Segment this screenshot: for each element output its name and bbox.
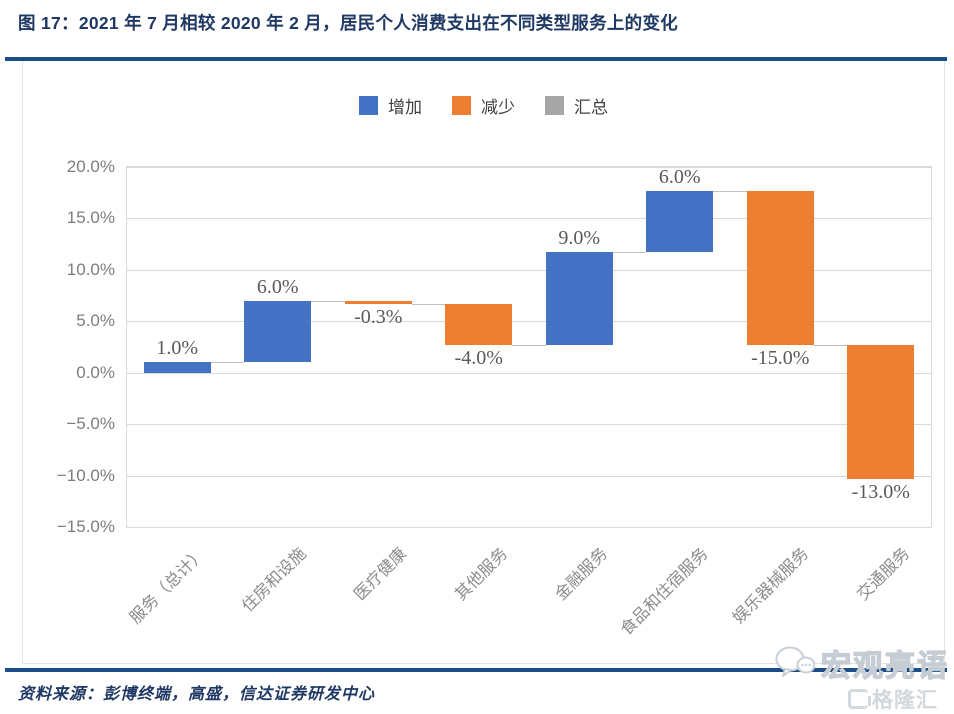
bottom-divider [5,668,947,672]
bar-value-label: 6.0% [256,275,299,298]
connector-line [813,344,848,346]
y-axis-tick-label: 20.0% [66,157,115,176]
bar-value-label: -0.3% [354,305,403,328]
waterfall-bar-金融服务 [545,252,613,345]
bar-value-label: 1.0% [156,337,199,360]
gelonghui-logo-icon [848,689,871,709]
connector-line [713,190,747,192]
source-note: 资料来源：彭博终端，高盛，信达证券研发中心 [18,686,376,703]
x-category-label: 交通服务 [853,544,914,604]
top-divider [5,57,947,61]
gridline [127,424,931,426]
y-axis-tick-label: 15.0% [66,208,115,228]
bar-value-label: -4.0% [454,346,503,369]
gridline [127,269,931,271]
legend-label: 汇总 [574,98,608,117]
waterfall-bar-其他服务 [445,303,513,345]
watermark-text-2: 格隆汇 [872,689,938,712]
y-axis-tick-label: 0.0% [76,362,115,382]
connector-line [311,300,345,302]
waterfall-bar-医疗健康 [344,300,412,304]
waterfall-bar-食品和住宿服务 [646,190,714,253]
bar-value-label: -13.0% [851,480,910,503]
waterfall-bar-娱乐器械服务 [746,190,814,345]
legend-label: 增加 [388,98,422,117]
watermark-brand: 宏观亮语 [775,641,949,685]
watermark-text-1: 宏观亮语 [820,649,949,683]
gridline [127,167,931,168]
y-axis-tick-label: −15.0% [56,517,115,536]
watermark-logo: 格隆汇 [848,684,938,714]
wechat-icon [775,646,815,677]
bar-value-label: 9.0% [558,227,601,250]
waterfall-bar-服务（总计） [143,362,211,373]
x-category-label: 娱乐器械服务 [729,544,813,628]
legend-item-0: 增加 [359,93,422,118]
legend-swatch-icon [452,96,471,115]
bar-value-label: -15.0% [751,346,810,369]
x-category-label: 住房和设施 [238,544,311,616]
x-category-label: 金融服务 [552,544,612,604]
gridline [127,321,931,323]
gridline [127,218,931,220]
bar-value-label: 6.0% [658,165,701,188]
y-axis-tick-label: −5.0% [66,414,115,434]
x-category-label: 服务（总计） [126,544,210,628]
y-axis-tick-label: 5.0% [76,311,115,331]
legend-item-1: 减少 [452,93,515,118]
waterfall-bar-交通服务 [847,344,915,479]
chart-area: 增加 减少 汇总 20.0% 15.0% 10.0% 5.0% 0.0% −5.0% −10.0… [22,61,945,664]
gridline [127,475,931,477]
legend-item-2: 汇总 [545,93,608,118]
legend-swatch-icon [545,96,564,115]
legend-swatch-icon [359,96,378,115]
gridline [127,372,931,374]
connector-line [612,252,647,254]
connector-line [411,303,446,305]
gridline [127,527,931,528]
y-axis-tick-label: 10.0% [66,259,115,279]
x-category-label: 食品和住宿服务 [617,544,713,639]
y-axis-tick-label: −10.0% [56,465,115,485]
connector-line [512,344,546,346]
chart-legend: 增加 减少 汇总 [23,93,944,118]
connector-line [210,362,245,364]
x-category-label: 其他服务 [451,544,512,604]
legend-label: 减少 [481,98,515,117]
figure-title: 图 17：2021 年 7 月相较 2020 年 2 月，居民个人消费支出在不同… [18,13,679,33]
plot-area: 20.0% 15.0% 10.0% 5.0% 0.0% −5.0% −10.0% −15.0%… [57,157,932,639]
waterfall-bar-住房和设施 [244,300,312,363]
x-category-label: 医疗健康 [351,544,411,604]
